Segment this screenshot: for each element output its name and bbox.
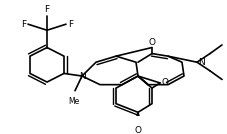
- Text: F: F: [68, 20, 73, 29]
- Text: N: N: [79, 72, 85, 81]
- Text: O: O: [135, 126, 141, 134]
- Text: F: F: [44, 5, 49, 14]
- Text: O: O: [162, 78, 169, 87]
- Text: N: N: [198, 58, 205, 67]
- Text: F: F: [21, 20, 26, 29]
- Text: Me: Me: [68, 97, 80, 106]
- Text: O: O: [148, 38, 155, 47]
